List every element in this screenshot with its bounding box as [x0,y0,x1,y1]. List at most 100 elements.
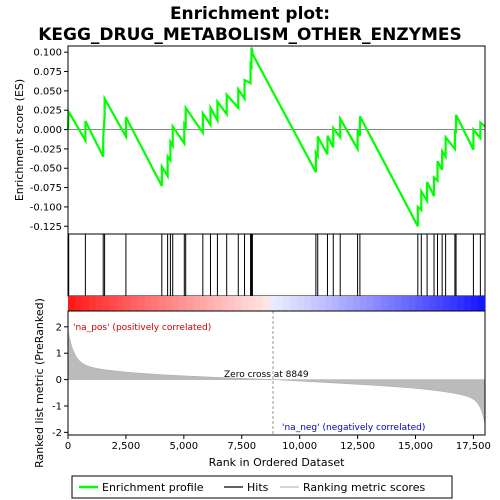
zero-cross-label: Zero cross at 8849 [224,370,309,380]
es-frame [67,45,486,235]
colorbar-segment [443,296,451,311]
colorbar-segment [429,296,437,311]
legend: Enrichment profile Hits Ranking metric s… [71,475,453,499]
es-panel: -0.125 -0.100 -0.075 -0.050 -0.025 0.000 0.025… [13,45,486,235]
colorbar-segment [151,296,159,311]
x-tick: 10,000 [282,435,317,452]
colorbar-segment [74,296,83,311]
metric-y-tick: -2 [52,428,68,439]
colorbar-segment [227,296,236,311]
colorbar-segment [297,296,305,311]
x-tick-label: 5,000 [170,441,199,452]
colorbar-segment [339,296,347,311]
x-tick: 12,500 [340,435,375,452]
colorbar-segment [471,296,479,311]
enrichment-profile-line [66,47,486,227]
hit-lines [68,234,481,296]
legend-box [71,475,453,499]
x-tick-label: 0 [65,441,71,452]
colorbar-segment [234,296,243,311]
colorbar-segment [137,296,146,311]
metric-y-tick: 0 [56,375,68,386]
colorbar-segment [220,296,229,311]
colorbar-segment [276,296,285,311]
colorbar-segment [165,296,173,311]
colorbar-segment [401,296,410,311]
legend-label-hits: Hits [247,481,269,494]
x-tick: 5,000 [170,435,199,452]
x-tick-label: 7,500 [227,441,256,452]
colorbar-segment [325,296,333,311]
colorbar-segment [366,296,375,311]
x-tick: 7,500 [227,435,256,452]
colorbar-segment [318,296,326,311]
x-tick: 15,000 [398,435,433,452]
colorbar-segment [95,296,104,311]
x-axis: 0 2,500 5,000 7,500 10,000 12,500 15,000 17,500 [65,435,491,452]
colorbar-segment [68,296,76,311]
colorbar-segment [387,296,396,311]
es-y-tick-label: 0.000 [33,125,62,136]
colorbar-segment [241,296,250,311]
colorbar-segment [81,296,90,311]
colorbar-segment [408,296,417,311]
metric-y-tick: -1 [52,401,68,412]
colorbar-segment [109,296,118,311]
colorbar-segment [464,296,472,311]
x-tick-label: 2,500 [112,441,141,452]
colorbar-segment [269,296,278,311]
legend-label-enrichment-profile: Enrichment profile [102,481,204,494]
es-y-tick: -0.125 [30,222,68,233]
es-y-tick: 0.000 [33,125,68,136]
x-tick-label: 15,000 [398,441,433,452]
es-y-tick: -0.050 [30,164,68,175]
colorbar-segment [450,296,458,311]
colorbar-segment [478,296,486,311]
pos-correlated-label: 'na_pos' (positively correlated) [73,323,211,333]
es-y-tick-label: -0.125 [30,222,62,233]
colorbar-segment [255,296,264,311]
es-y-tick: -0.100 [30,202,68,213]
colorbar-segment [422,296,430,311]
es-y-tick-label: 0.100 [33,48,62,59]
colorbar-segment [262,296,271,311]
es-y-tick-label: -0.100 [30,202,62,213]
colorbar-segment [248,296,257,311]
es-y-tick: -0.075 [30,183,68,194]
colorbar-segment [415,296,424,311]
metric-y-tick-label: 2 [56,322,62,333]
colorbar-segment [207,296,215,311]
colorbar-segment [130,296,139,311]
chart-title-line2: KEGG_DRUG_METABOLISM_OTHER_ENZYMES [38,25,462,45]
colorbar-segment [123,296,132,311]
colorbar-segment [290,296,298,311]
colorbar-segment [116,296,125,311]
metric-y-tick-label: -1 [52,401,62,412]
colorbar-segment [457,296,465,311]
colorbar-segment [394,296,403,311]
es-y-tick-label: 0.025 [33,106,62,117]
colorbar-segment [380,296,389,311]
es-y-tick: 0.050 [33,86,68,97]
x-tick-label: 12,500 [340,441,375,452]
x-tick: 2,500 [112,435,141,452]
x-axis-label: Rank in Ordered Dataset [209,456,346,469]
es-y-tick-label: -0.050 [30,164,62,175]
metric-y-axis: -2 -1 0 1 2 [52,322,68,439]
es-y-tick-label: 0.050 [33,86,62,97]
hits-panel [67,233,486,297]
neg-correlated-label: 'na_neg' (negatively correlated) [282,423,425,433]
colorbar-segment [359,296,368,311]
es-y-tick-label: -0.025 [30,144,62,155]
metric-y-tick: 2 [56,322,68,333]
x-tick-label: 17,500 [456,441,491,452]
colorbar-segment [304,296,312,311]
colorbar-segment [332,296,340,311]
metric-y-tick-label: -2 [52,428,62,439]
ranking-metric-area [67,329,486,425]
es-y-tick: 0.025 [33,106,68,117]
es-y-tick: 0.100 [33,48,68,59]
metric-frame [67,310,486,436]
colorbar-segment [186,296,194,311]
